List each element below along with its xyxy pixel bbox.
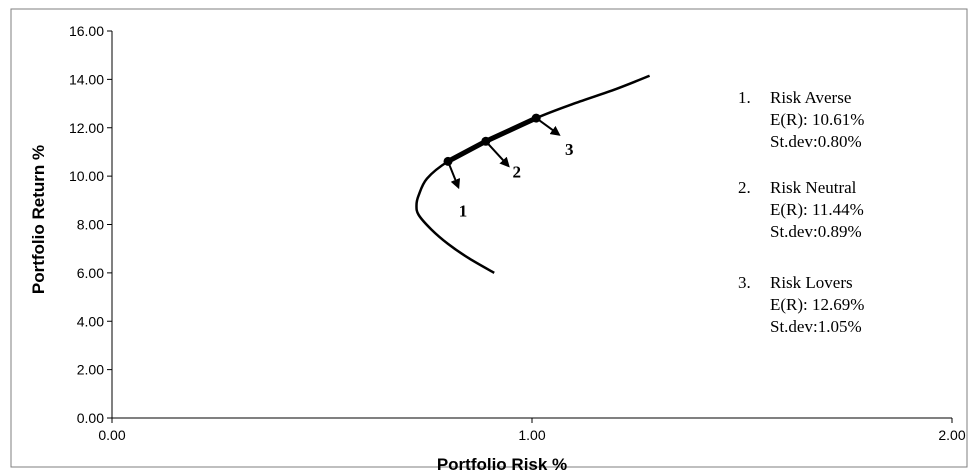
y-tick-label: 4.00 (77, 313, 104, 329)
annotation-name: Risk Lovers (770, 273, 853, 292)
y-tick-label: 14.00 (69, 71, 104, 87)
x-axis-title: Portfolio Risk % (437, 455, 567, 473)
markers-layer: 1 2 3 (443, 113, 574, 220)
annotation-number: 2. (738, 178, 751, 197)
chart-border (10, 8, 968, 468)
y-tick-label: 6.00 (77, 265, 104, 281)
point-label-1: 1 (459, 201, 468, 220)
annotation-item-1: 1. Risk Averse E(R): 10.61% St.dev:0.80% (738, 88, 864, 151)
y-tick-label: 16.00 (69, 23, 104, 39)
annotation-expected-return: E(R): 12.69% (770, 295, 864, 314)
point-label-3: 3 (565, 140, 574, 159)
annotation-item-2: 2. Risk Neutral E(R): 11.44% St.dev:0.89% (738, 178, 864, 241)
annotation-item-3: 3. Risk Lovers E(R): 12.69% St.dev:1.05% (738, 273, 864, 336)
efficient-frontier-line (415, 74, 651, 274)
x-tick-label: 2.00 (938, 427, 965, 443)
annotation-number: 1. (738, 88, 751, 107)
y-tick-label: 2.00 (77, 362, 104, 378)
annotation-std-dev: St.dev:0.80% (770, 132, 862, 151)
point-arrow-3 (535, 117, 561, 136)
point-arrow-1 (447, 160, 461, 190)
annotation-expected-return: E(R): 11.44% (770, 200, 864, 219)
y-tick-label: 12.00 (69, 120, 104, 136)
point-label-2: 2 (513, 162, 522, 181)
annotation-box: 1. Risk Averse E(R): 10.61% St.dev:0.80% 2. R… (738, 88, 864, 336)
annotation-name: Risk Averse (770, 88, 851, 107)
y-tick-label: 0.00 (77, 410, 104, 426)
y-axis-title: Portfolio Return % (29, 145, 48, 294)
annotation-std-dev: St.dev:1.05% (770, 317, 862, 336)
x-tick-label: 1.00 (518, 427, 545, 443)
annotation-expected-return: E(R): 10.61% (770, 110, 864, 129)
annotation-std-dev: St.dev:0.89% (770, 222, 862, 241)
annotation-number: 3. (738, 273, 751, 292)
annotation-name: Risk Neutral (770, 178, 857, 197)
y-tick-label: 10.00 (69, 168, 104, 184)
axes: 0.002.004.006.008.0010.0012.0014.0016.00… (29, 23, 966, 473)
y-tick-label: 8.00 (77, 217, 104, 233)
x-tick-label: 0.00 (98, 427, 125, 443)
point-arrow-2 (485, 140, 510, 168)
